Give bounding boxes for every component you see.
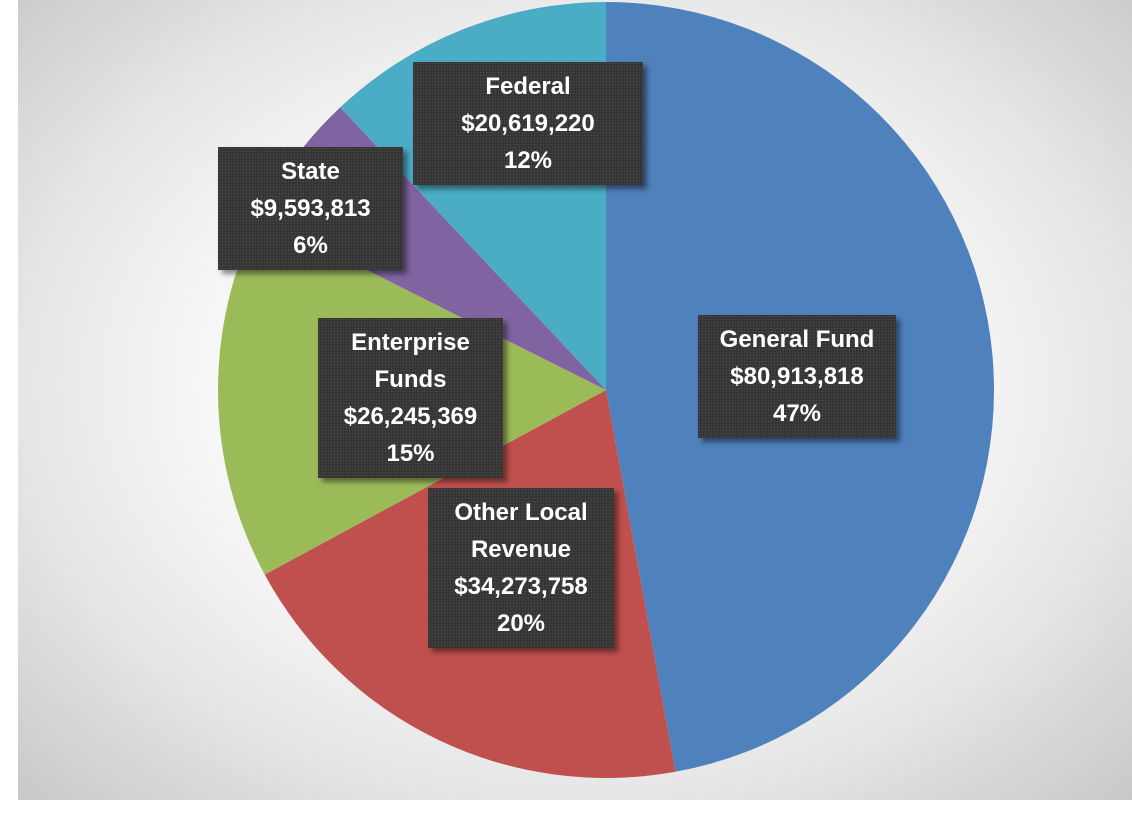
label-percent: 6% [293,232,328,259]
label-value: $20,619,220 [461,110,595,137]
label-percent: 20% [496,610,546,637]
label-percent: 15% [386,440,435,467]
data-label: Federal $20,619,220 12% [413,62,643,185]
label-value: $9,593,813 [250,195,371,222]
label-name: State [281,158,340,185]
label-value: $26,245,369 [343,403,478,430]
label-name: Enterprise Funds [351,329,470,393]
label-name: Federal [485,73,571,100]
data-label: State $9,593,813 6% [218,147,403,270]
label-value: $34,273,758 [454,573,588,600]
data-label: Other Local Revenue $34,273,758 20% [428,488,614,648]
label-name: General Fund [719,326,875,353]
label-percent: 47% [772,400,822,427]
data-label: General Fund $80,913,818 47% [698,315,896,438]
data-label: Enterprise Funds $26,245,369 15% [318,318,503,478]
label-percent: 12% [503,147,553,174]
label-value: $80,913,818 [730,363,864,390]
label-name: Other Local Revenue [454,499,588,563]
